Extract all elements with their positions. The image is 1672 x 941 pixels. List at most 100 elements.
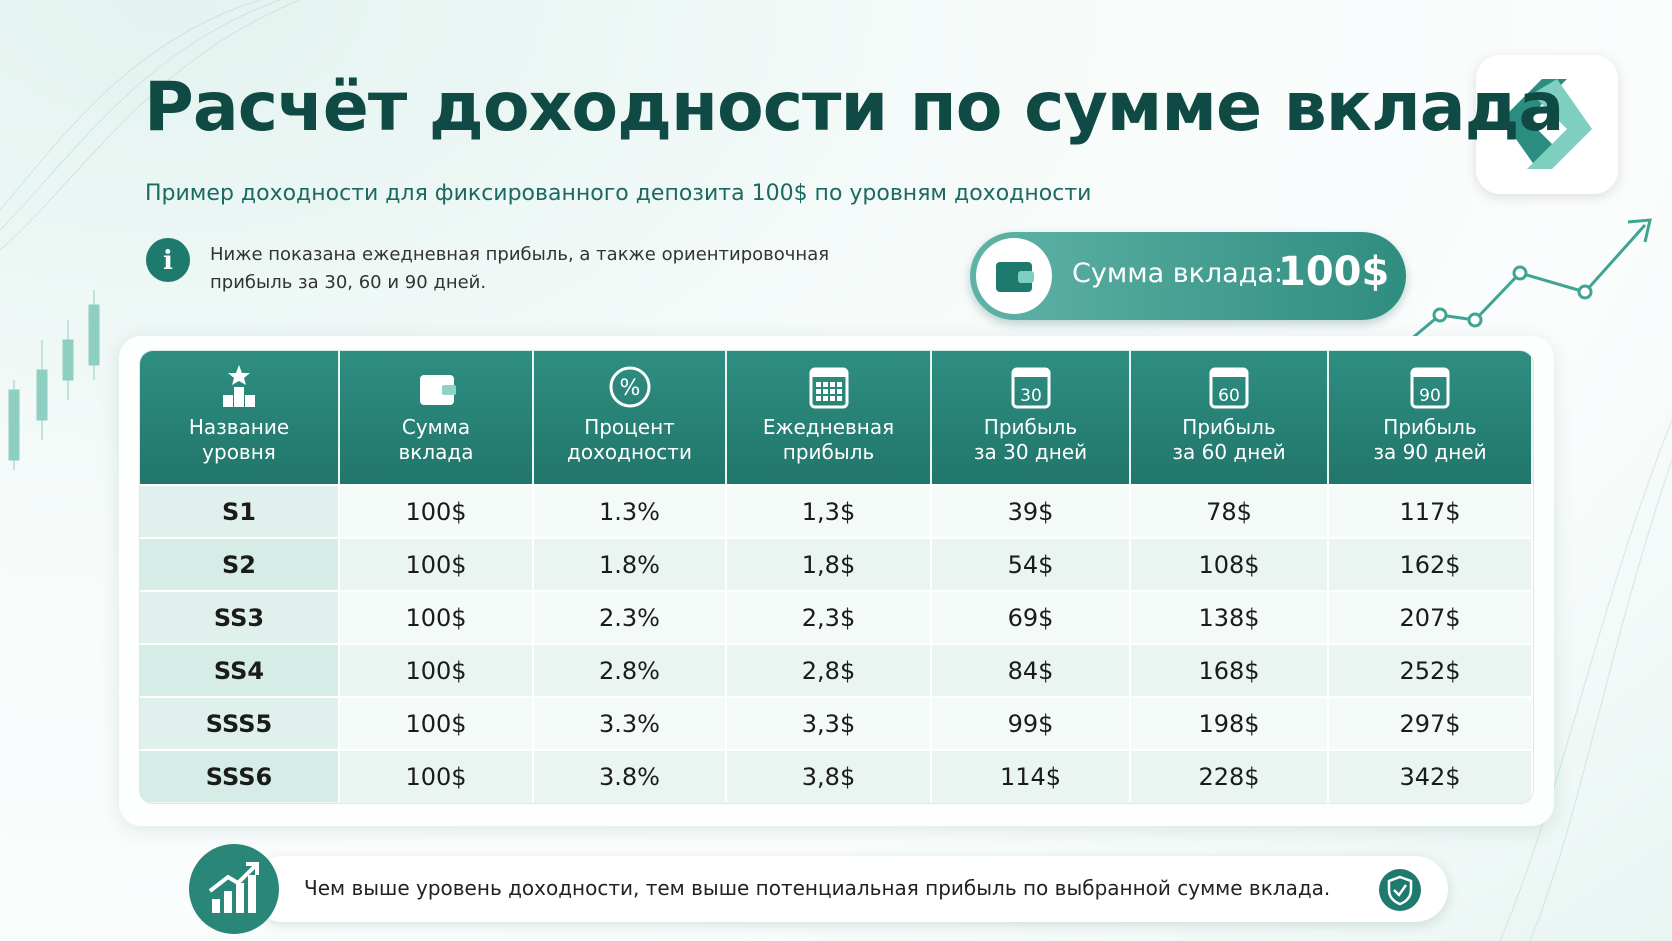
table-cell: 108$	[1131, 537, 1329, 590]
table-cell: 54$	[932, 537, 1131, 590]
icon-part	[609, 366, 650, 408]
icon-part	[234, 387, 244, 407]
deposit-value: 100$	[1278, 249, 1390, 295]
header-cell: 90 Прибыль за 90 дней	[1329, 351, 1533, 484]
subtitle: Пример доходности для фиксированного деп…	[145, 181, 1092, 206]
table-cell: 78$	[1131, 484, 1329, 537]
table-cell: 100$	[340, 590, 534, 643]
header-text: за 60 дней	[1172, 440, 1286, 464]
header-text: Ежедневная	[762, 415, 895, 439]
growth-icon	[189, 844, 279, 934]
column-icon: 60	[1209, 367, 1249, 409]
header-cell: 60 Прибыль за 60 дней	[1131, 351, 1329, 484]
deposit-pill: Сумма вклада: 100$	[970, 232, 1406, 320]
title: Расчёт доходности по сумме вклада	[144, 68, 1564, 147]
icon-part	[420, 375, 454, 405]
table-cell: 168$	[1131, 643, 1329, 696]
table-cell: 3,3$	[727, 696, 932, 749]
table: Название уровня Сумма вклада% Процент доходно…	[139, 350, 1534, 804]
icon-part	[1012, 369, 1049, 377]
deposit-label: Сумма вклада:	[1072, 258, 1284, 289]
icon-part	[228, 365, 250, 385]
header-text: Прибыль	[1182, 415, 1276, 439]
icon-part	[245, 395, 255, 407]
table-cell: 198$	[1131, 696, 1329, 749]
level-cell: SSS6	[140, 749, 340, 802]
header-text: Процент	[584, 415, 675, 439]
icon-part	[829, 396, 835, 401]
column-icon	[223, 365, 255, 407]
footer-text: Чем выше уровень доходности, тем выше по…	[304, 876, 1331, 900]
icon-part	[815, 389, 821, 394]
table-cell: 207$	[1329, 590, 1533, 643]
column-icon: 30	[1011, 367, 1050, 409]
icon-part	[829, 389, 835, 394]
icon-part	[810, 369, 847, 377]
icon-label: 60	[1218, 386, 1240, 406]
level-cell: SSS5	[140, 696, 340, 749]
table-cell: 2.8%	[534, 643, 727, 696]
header-cell: 30 Прибыль за 30 дней	[932, 351, 1131, 484]
table-cell: 100$	[340, 696, 534, 749]
header-cell: Сумма вклада	[340, 351, 534, 484]
header-text: прибыль	[782, 440, 875, 464]
table-cell: 1.3%	[534, 484, 727, 537]
footer-note: Чем выше уровень доходности, тем выше по…	[250, 856, 1448, 922]
header-cell: Ежедневная прибыль	[727, 351, 932, 484]
header-cell: Название уровня	[140, 351, 340, 484]
wallet-icon	[976, 238, 1052, 314]
table-cell: 114$	[932, 749, 1131, 802]
table-cell: 100$	[340, 643, 534, 696]
icon-part	[1412, 369, 1448, 377]
header-cell: % Процент доходности	[534, 351, 727, 484]
icon-part	[223, 395, 233, 407]
header-text: Прибыль	[1383, 415, 1477, 439]
table-cell: 138$	[1131, 590, 1329, 643]
table-cell: 2,8$	[727, 643, 932, 696]
table-cell: 162$	[1329, 537, 1533, 590]
table-cell: 100$	[340, 537, 534, 590]
icon-part	[822, 396, 828, 401]
header-text: уровня	[202, 440, 276, 464]
table-cell: 3,8$	[727, 749, 932, 802]
icon-part	[815, 396, 821, 401]
header-text: Название	[188, 415, 290, 439]
level-cell: S2	[140, 537, 340, 590]
column-icon: %	[609, 366, 650, 408]
icon-part	[836, 382, 842, 387]
icon-label: 30	[1020, 386, 1042, 406]
level-cell: S1	[140, 484, 340, 537]
icon-part	[442, 385, 456, 395]
table-cell: 252$	[1329, 643, 1533, 696]
column-icon	[809, 367, 848, 409]
header-text: Сумма	[401, 415, 471, 439]
column-icon: 90	[1410, 367, 1450, 409]
level-cell: SS4	[140, 643, 340, 696]
table-cell: 84$	[932, 643, 1131, 696]
icon-part	[836, 396, 842, 401]
info-text: прибыль за 30, 60 и 90 дней.	[210, 272, 487, 293]
table-cell: 2.3%	[534, 590, 727, 643]
table-cell: 117$	[1329, 484, 1533, 537]
icon-part: %	[619, 376, 640, 401]
table-cell: 2,3$	[727, 590, 932, 643]
table-cell: 100$	[340, 484, 534, 537]
icon-part	[1211, 369, 1247, 377]
header-text: за 90 дней	[1373, 440, 1487, 464]
icon-part	[822, 382, 828, 387]
table-cell: 1,3$	[727, 484, 932, 537]
icon-label: 90	[1419, 386, 1441, 406]
table-cell: 1,8$	[727, 537, 932, 590]
info-text: Ниже показана ежедневная прибыль, а такж…	[210, 244, 830, 265]
table-cell: 3.3%	[534, 696, 727, 749]
level-cell: SS3	[140, 590, 340, 643]
shield-icon	[1379, 869, 1421, 911]
table-cell: 297$	[1329, 696, 1533, 749]
icon-part	[836, 389, 842, 394]
table-cell: 69$	[932, 590, 1131, 643]
table-cell: 1.8%	[534, 537, 727, 590]
header-text: Прибыль	[983, 415, 1078, 439]
